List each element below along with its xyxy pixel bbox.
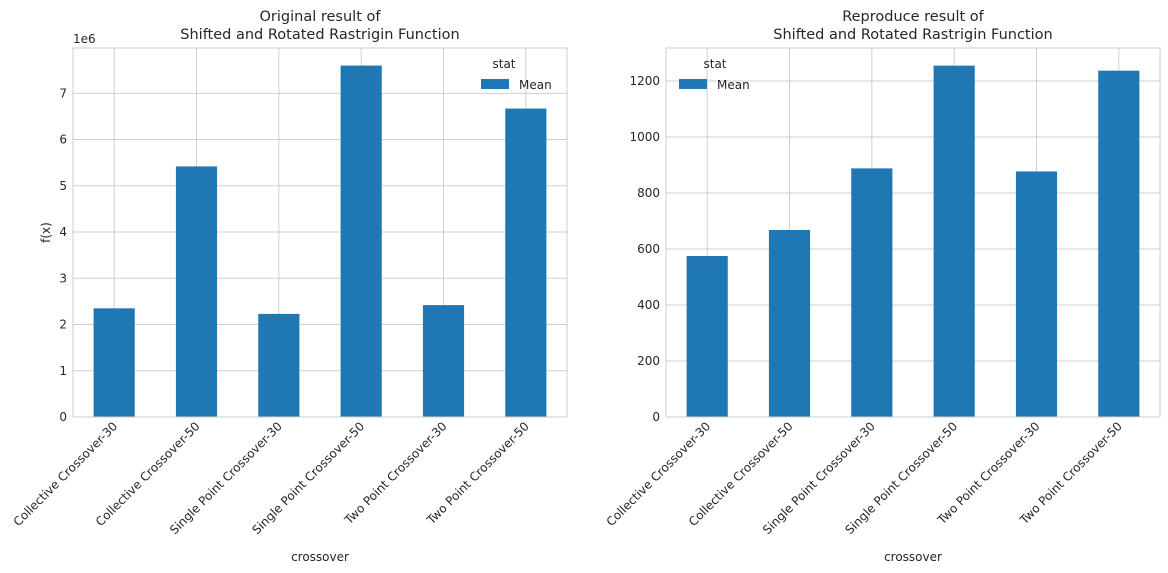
legend-swatch — [481, 79, 509, 89]
legend-label: Mean — [519, 78, 552, 92]
y-tick-label: 2 — [59, 318, 67, 332]
bar — [1015, 171, 1058, 417]
y-tick-label: 5 — [59, 179, 67, 193]
bar — [422, 305, 465, 417]
bar — [933, 65, 975, 417]
bar — [505, 108, 547, 417]
y-tick-label: 6 — [59, 133, 67, 147]
chart-title: Original result of Shifted and Rotated Ra… — [180, 9, 459, 43]
y-axis-label: f(x) — [39, 222, 53, 243]
y-tick-label: 600 — [637, 242, 660, 256]
bar — [340, 65, 382, 418]
y-tick-label: 0 — [59, 410, 67, 424]
bar — [258, 313, 300, 417]
legend-title: stat — [492, 57, 515, 71]
bar — [93, 308, 135, 417]
legend-label: Mean — [717, 78, 750, 92]
legend: stat Mean — [481, 57, 552, 92]
legend: stat Mean — [679, 57, 750, 92]
y-tick-label: 200 — [637, 354, 660, 368]
y-tick-label: 1200 — [629, 74, 660, 88]
chart-title: Reproduce result of Shifted and Rotated R… — [773, 9, 1052, 43]
x-axis-label: crossover — [291, 550, 349, 564]
y-tick-label: 1 — [59, 364, 67, 378]
bar — [768, 229, 811, 417]
bar — [175, 166, 218, 417]
bar — [1098, 70, 1140, 417]
y-tick-label: 4 — [59, 225, 67, 239]
y-offset-label: 1e6 — [73, 32, 96, 46]
y-tick-label: 1000 — [629, 130, 660, 144]
y-tick-label: 7 — [59, 86, 67, 100]
x-axis-label: crossover — [884, 550, 942, 564]
plot-frame — [665, 47, 1161, 418]
y-tick-label: 400 — [637, 298, 660, 312]
bar — [686, 256, 728, 417]
y-tick-label: 3 — [59, 271, 67, 285]
bar — [851, 168, 893, 417]
y-tick-label: 800 — [637, 186, 660, 200]
plot-frame — [72, 47, 568, 418]
y-tick-label: 0 — [652, 410, 660, 424]
legend-swatch — [679, 79, 707, 89]
legend-title: stat — [703, 57, 726, 71]
